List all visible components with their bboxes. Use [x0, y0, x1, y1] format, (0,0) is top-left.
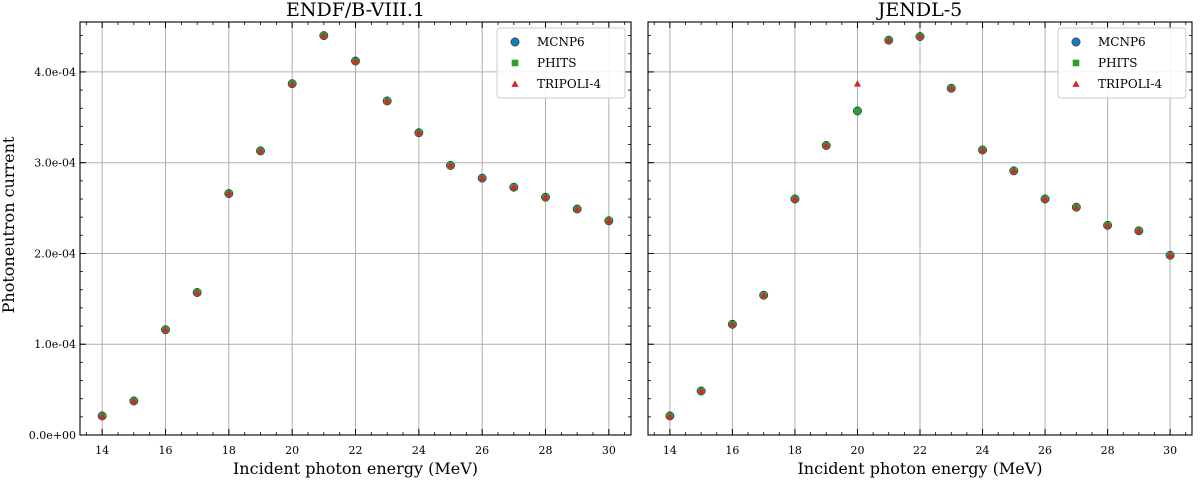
- data-point: [666, 412, 674, 419]
- x-tick-label: 28: [539, 444, 553, 457]
- data-point: [573, 205, 581, 212]
- legend-box: [1057, 27, 1187, 99]
- legend-marker: [1072, 59, 1080, 67]
- panel-title: ENDF/B-VIII.1: [286, 0, 425, 21]
- legend-label: PHITS: [1098, 56, 1138, 70]
- y-tick-label: 0.0e+00: [29, 429, 76, 442]
- x-tick-label: 22: [349, 444, 363, 457]
- x-axis-label: Incident photon energy (MeV): [233, 459, 478, 478]
- legend-marker: [510, 37, 520, 47]
- legend-label: TRIPOLI-4: [1098, 77, 1162, 91]
- data-point: [885, 36, 893, 44]
- x-tick-label: 20: [285, 444, 299, 457]
- data-point: [791, 195, 799, 202]
- data-point: [1166, 251, 1174, 259]
- data-point: [1041, 195, 1049, 202]
- legend-box: [496, 27, 626, 99]
- series-tripoli-4: [666, 32, 1174, 419]
- data-point: [697, 387, 705, 394]
- legend-label: PHITS: [537, 56, 577, 70]
- data-point: [320, 32, 328, 39]
- data-point: [822, 141, 830, 149]
- x-tick-label: 26: [475, 444, 489, 457]
- data-point: [1103, 221, 1112, 229]
- data-point: [98, 412, 106, 419]
- x-tick-label: 14: [95, 444, 109, 457]
- x-tick-label: 24: [976, 444, 990, 457]
- data-point: [1135, 227, 1143, 234]
- x-tick-label: 20: [850, 444, 864, 457]
- data-point: [351, 57, 360, 64]
- x-axis-label: Incident photon energy (MeV): [797, 459, 1042, 478]
- data-point: [415, 129, 423, 136]
- legend-marker: [1071, 37, 1081, 47]
- data-point: [225, 189, 233, 197]
- data-point: [1072, 203, 1080, 211]
- legend: MCNP6 PHITS TRIPOLI-4: [1057, 27, 1187, 99]
- x-tick-label: 18: [222, 444, 236, 457]
- x-tick-label: 18: [788, 444, 802, 457]
- data-point: [541, 193, 550, 201]
- legend-marker: [511, 59, 519, 67]
- x-tick-label: 16: [725, 444, 739, 457]
- legend-label: MCNP6: [537, 35, 585, 49]
- data-point: [193, 288, 201, 296]
- chart-panel-1: 14 16 18 20 22 24 26 28 30 0.0e+00 1.0e-04 2.0e-04 3…: [29, 0, 632, 478]
- panel-title: JENDL-5: [876, 0, 962, 21]
- legend-label: MCNP6: [1098, 35, 1146, 49]
- data-point: [947, 84, 955, 92]
- x-tick-label: 22: [913, 444, 927, 457]
- x-tick-label: 30: [1163, 444, 1177, 457]
- data-point: [161, 326, 170, 333]
- data-point: [478, 174, 486, 182]
- x-tick-label: 24: [412, 444, 426, 457]
- x-tick-label: 16: [159, 444, 173, 457]
- y-tick-label: 3.0e-04: [34, 157, 76, 170]
- series-tripoli-4: [98, 32, 613, 419]
- y-tick-label: 1.0e-04: [34, 338, 76, 351]
- data-point: [760, 291, 768, 299]
- x-tick-label: 30: [602, 444, 616, 457]
- x-tick-label: 28: [1101, 444, 1115, 457]
- legend-label: TRIPOLI-4: [537, 77, 601, 91]
- data-point: [978, 146, 987, 153]
- legend-marker: [1072, 80, 1080, 87]
- legend-marker: [511, 80, 519, 87]
- plot-frame: [647, 21, 1193, 436]
- data-point: [256, 147, 265, 154]
- data-point: [446, 161, 455, 169]
- data-point: [605, 217, 613, 224]
- data-point: [510, 183, 518, 191]
- data-point: [854, 107, 861, 115]
- data-point: [130, 397, 138, 404]
- y-tick-label: 2.0e-04: [34, 247, 76, 260]
- y-axis-label: Photoneutron current: [0, 136, 18, 313]
- data-point: [288, 80, 296, 87]
- legend: MCNP6 PHITS TRIPOLI-4: [496, 27, 626, 99]
- x-tick-label: 14: [663, 444, 677, 457]
- x-tick-label: 26: [1038, 444, 1052, 457]
- chart-panel-2: 14 16 18 20 22 24 26 28 30 JENDL-5 Incident photon…: [647, 0, 1193, 478]
- data-point: [728, 320, 737, 328]
- y-tick-label: 4.0e-04: [34, 66, 76, 79]
- data-point: [1010, 167, 1018, 174]
- data-point: [383, 97, 391, 104]
- data-point: [853, 80, 862, 87]
- data-point: [916, 32, 924, 40]
- plot-frame: [79, 21, 632, 436]
